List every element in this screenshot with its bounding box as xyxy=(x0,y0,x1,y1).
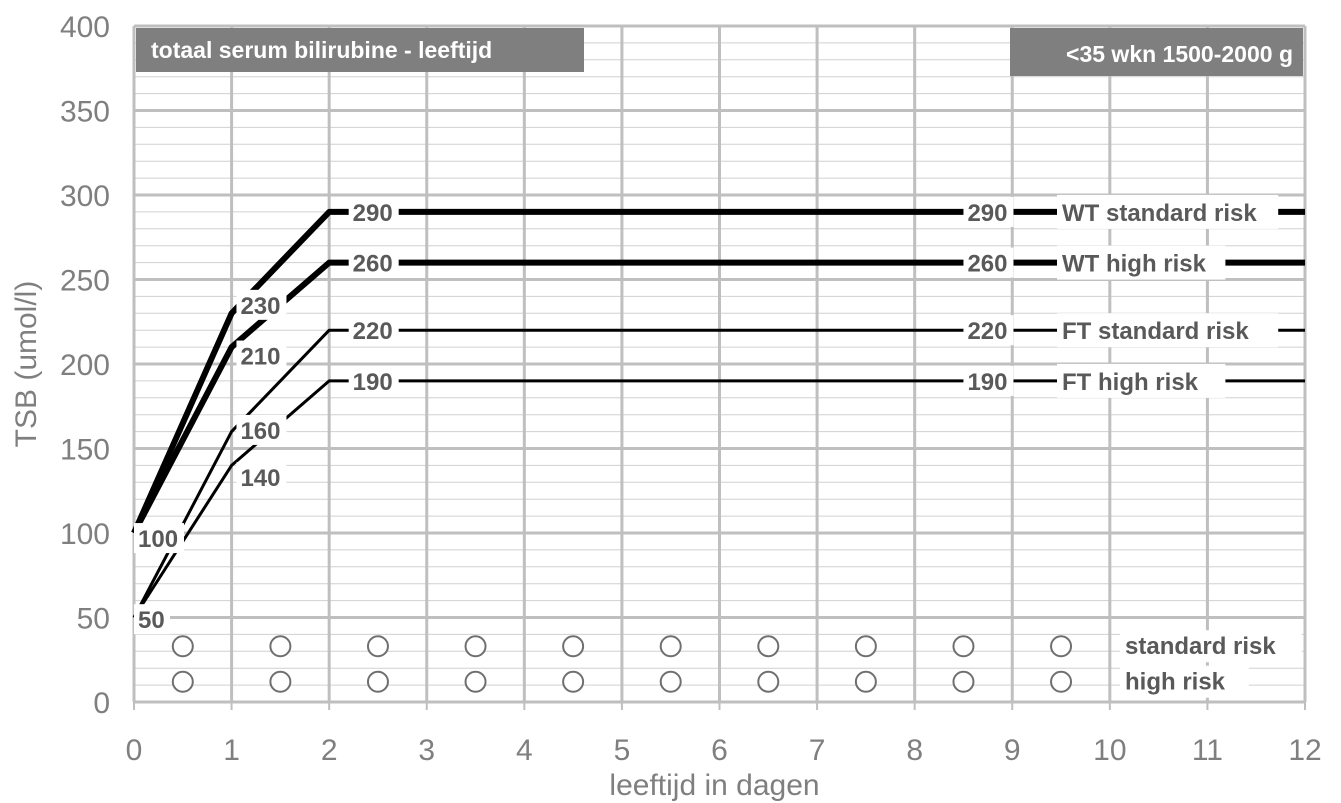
value-label: 160 xyxy=(240,418,280,445)
y-tick-label: 100 xyxy=(60,518,110,551)
x-tick-label: 5 xyxy=(614,734,631,767)
value-label-bg xyxy=(236,414,287,445)
value-label: 190 xyxy=(353,369,393,396)
y-tick-label: 50 xyxy=(77,603,110,636)
x-tick-label: 0 xyxy=(126,734,143,767)
row-marker-circle xyxy=(854,635,877,658)
value-label: 260 xyxy=(967,251,1007,278)
series-name-label: FT high risk xyxy=(1062,369,1199,396)
value-label: 210 xyxy=(240,344,280,371)
value-label-bg xyxy=(348,247,399,278)
x-tick-label: 8 xyxy=(906,734,923,767)
row-marker-circle xyxy=(464,635,487,658)
value-label: 220 xyxy=(353,318,393,345)
value-label-bg xyxy=(348,315,399,346)
chart-title: totaal serum bilirubine - leeftijd xyxy=(151,37,492,63)
title-background xyxy=(136,28,584,72)
x-tick-label: 9 xyxy=(1004,734,1021,767)
row-marker-circle xyxy=(171,670,194,693)
row-markers: standard risk high risk xyxy=(171,630,1302,698)
row-marker-circle xyxy=(171,635,194,658)
x-tick-label: 6 xyxy=(711,734,728,767)
row-marker-circle xyxy=(366,670,389,693)
row-marker-circle xyxy=(1050,635,1073,658)
y-tick-label: 250 xyxy=(60,265,110,298)
row-marker-circle xyxy=(366,635,389,658)
x-tick-label: 7 xyxy=(809,734,826,767)
y-axis-title: TSB (umol/l) xyxy=(10,281,43,448)
value-label: 290 xyxy=(353,200,393,227)
series-name-label: FT standard risk xyxy=(1062,318,1249,345)
value-label-bg xyxy=(963,247,1014,278)
row-marker-label-bg xyxy=(1120,630,1302,663)
value-label-bg xyxy=(963,365,1014,396)
x-tick-label: 1 xyxy=(223,734,240,767)
row-marker-circle xyxy=(757,670,780,693)
x-axis-title: leeftijd in dagen xyxy=(609,769,819,802)
series-name-bg xyxy=(1057,363,1226,398)
series-name-bg xyxy=(1057,313,1279,348)
value-label: 140 xyxy=(240,465,280,492)
row-marker-circle xyxy=(1050,670,1073,693)
row-marker-label: high risk xyxy=(1125,669,1226,696)
x-tick-label: 10 xyxy=(1093,734,1126,767)
value-label-bg xyxy=(236,289,287,320)
x-tick-label: 3 xyxy=(418,734,435,767)
chart-header: totaal serum bilirubine - leeftijd <35 w… xyxy=(136,28,1303,76)
value-label-bg xyxy=(134,604,170,635)
row-marker-circle xyxy=(269,635,292,658)
value-label: 290 xyxy=(967,200,1007,227)
subtitle-background xyxy=(1010,28,1303,76)
row-marker-circle xyxy=(562,635,585,658)
row-marker-circle xyxy=(952,670,975,693)
value-label: 100 xyxy=(138,526,178,553)
value-label: 230 xyxy=(240,293,280,320)
y-tick-label: 400 xyxy=(60,11,110,44)
value-labels: 290 290 260 260 220 220 190 190 230 210 160 140 100 5… xyxy=(134,194,1279,635)
x-tick-label: 12 xyxy=(1288,734,1321,767)
series-name-bg xyxy=(1057,245,1226,280)
row-marker-label: standard risk xyxy=(1125,633,1276,660)
value-label-bg xyxy=(963,315,1014,346)
y-tick-label: 150 xyxy=(60,434,110,467)
y-tick-label: 300 xyxy=(60,180,110,213)
x-tick-label: 2 xyxy=(321,734,338,767)
row-marker-circle xyxy=(757,635,780,658)
row-marker-circle xyxy=(952,635,975,658)
series-name-bg xyxy=(1057,194,1279,229)
row-marker-circle xyxy=(854,670,877,693)
chart-subtitle: <35 wkn 1500-2000 g xyxy=(1066,41,1293,67)
value-label: 50 xyxy=(138,607,165,634)
row-marker-circle xyxy=(562,670,585,693)
value-label: 220 xyxy=(967,318,1007,345)
x-tick-label: 11 xyxy=(1192,734,1223,767)
value-label-bg xyxy=(236,462,287,493)
value-label: 190 xyxy=(967,369,1007,396)
value-label-bg xyxy=(348,196,399,227)
series-name-label: WT standard risk xyxy=(1062,200,1257,227)
value-label: 260 xyxy=(353,251,393,278)
series-name-label: WT high risk xyxy=(1062,251,1207,278)
value-label-bg xyxy=(134,523,184,554)
y-tick-label: 0 xyxy=(93,687,110,720)
row-marker-circle xyxy=(464,670,487,693)
row-marker-label-bg xyxy=(1120,665,1249,698)
x-tick-label: 4 xyxy=(516,734,533,767)
value-label-bg xyxy=(236,340,287,371)
row-marker-circle xyxy=(269,670,292,693)
row-marker-circle xyxy=(659,670,682,693)
series-line-0 xyxy=(131,208,1305,535)
row-marker-circle xyxy=(659,635,682,658)
value-label-bg xyxy=(348,365,399,396)
value-label-bg xyxy=(963,196,1014,227)
y-tick-label: 200 xyxy=(60,349,110,382)
y-tick-label: 350 xyxy=(60,96,110,129)
